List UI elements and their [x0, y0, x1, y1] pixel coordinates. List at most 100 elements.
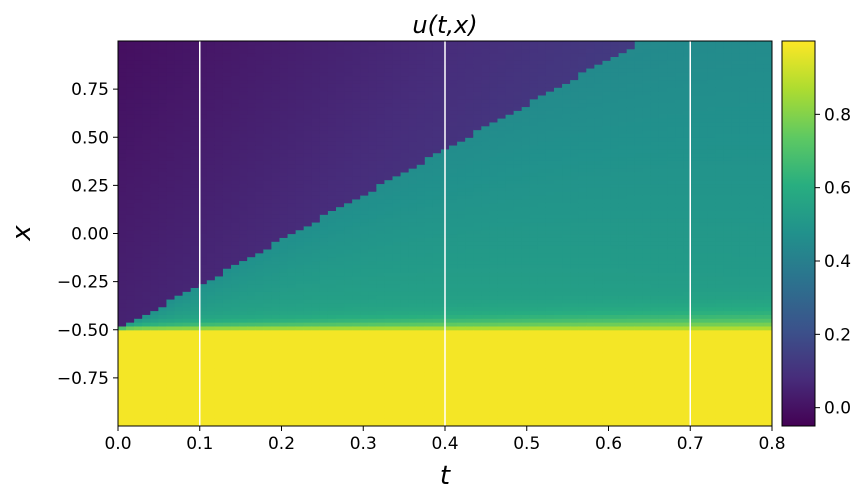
heatmap-cell — [513, 329, 523, 335]
heatmap-cell — [166, 387, 176, 392]
heatmap-cell — [473, 325, 482, 331]
heatmap-cell — [174, 221, 184, 227]
heatmap-cell — [327, 387, 337, 392]
heatmap-cell — [505, 256, 515, 262]
heatmap-cell — [287, 391, 297, 396]
heatmap-cell — [319, 360, 329, 365]
heatmap-cell — [465, 306, 474, 312]
heatmap-cell — [263, 414, 272, 419]
heatmap-cell — [505, 268, 515, 273]
heatmap-cell — [392, 218, 402, 223]
heatmap-cell — [505, 191, 515, 196]
heatmap-cell — [118, 248, 127, 254]
heatmap-cell — [465, 98, 474, 104]
heatmap-cell — [150, 83, 159, 88]
heatmap-cell — [295, 171, 305, 177]
heatmap-cell — [352, 302, 361, 308]
heatmap-cell — [432, 137, 442, 142]
heatmap-cell — [206, 144, 216, 150]
heatmap-cell — [206, 287, 216, 292]
heatmap-cell — [408, 164, 418, 169]
heatmap-cell — [271, 206, 281, 211]
heatmap-cell — [190, 310, 200, 315]
heatmap-cell — [190, 202, 200, 208]
heatmap-cell — [198, 272, 208, 277]
heatmap-cell — [327, 56, 337, 61]
heatmap-cell — [247, 133, 256, 138]
heatmap-cell — [416, 179, 426, 185]
heatmap-cell — [465, 352, 474, 358]
heatmap-cell — [303, 318, 313, 323]
heatmap-cell — [336, 333, 345, 339]
heatmap-cell — [134, 198, 143, 204]
heatmap-cell — [457, 352, 466, 358]
heatmap-cell — [166, 360, 176, 365]
heatmap-cell — [360, 198, 369, 204]
heatmap-cell — [384, 287, 394, 292]
heatmap-cell — [198, 183, 208, 188]
heatmap-cell — [287, 325, 297, 331]
heatmap-cell — [190, 241, 200, 246]
heatmap-cell — [166, 164, 176, 169]
heatmap-cell — [360, 291, 369, 296]
heatmap-cell — [352, 160, 361, 165]
heatmap-cell — [247, 56, 256, 61]
heatmap-cell — [513, 87, 523, 92]
heatmap-cell — [311, 375, 321, 381]
heatmap-cell — [336, 110, 345, 115]
heatmap-cell — [271, 152, 281, 158]
heatmap-cell — [255, 268, 264, 273]
heatmap-cell — [255, 64, 264, 69]
heatmap-cell — [513, 148, 523, 154]
heatmap-cell — [158, 248, 168, 254]
heatmap-cell — [247, 333, 256, 339]
heatmap-cell — [400, 179, 410, 185]
heatmap-cell — [336, 383, 345, 389]
heatmap-cell — [368, 225, 377, 231]
heatmap-cell — [376, 275, 386, 281]
heatmap-cell — [118, 229, 127, 235]
heatmap-cell — [263, 260, 272, 265]
heatmap-cell — [134, 144, 143, 150]
heatmap-cell — [287, 402, 297, 408]
heatmap-cell — [392, 245, 402, 250]
heatmap-cell — [505, 275, 515, 281]
heatmap-cell — [432, 175, 442, 181]
heatmap-cell — [206, 241, 216, 246]
heatmap-cell — [489, 418, 499, 423]
heatmap-cell — [457, 125, 466, 131]
heatmap-cell — [150, 245, 159, 250]
heatmap-cell — [344, 125, 353, 131]
heatmap-cell — [344, 164, 353, 169]
heatmap-cell — [142, 375, 151, 381]
heatmap-cell — [360, 121, 369, 127]
heatmap-cell — [182, 399, 192, 404]
heatmap-cell — [513, 91, 523, 96]
heatmap-cell — [416, 422, 426, 426]
heatmap-cell — [449, 79, 458, 84]
heatmap-cell — [360, 406, 369, 412]
heatmap-cell — [118, 225, 127, 231]
heatmap-cell — [295, 98, 305, 104]
heatmap-cell — [239, 237, 248, 242]
heatmap-cell — [182, 75, 192, 81]
heatmap-cell — [424, 129, 434, 134]
heatmap-cell — [198, 379, 208, 385]
heatmap-cell — [457, 44, 466, 50]
heatmap-cell — [190, 152, 200, 158]
heatmap-cell — [384, 291, 394, 296]
heatmap-cell — [150, 399, 159, 404]
heatmap-cell — [368, 379, 377, 385]
heatmap-cell — [279, 287, 289, 292]
heatmap-cell — [134, 44, 143, 50]
heatmap-cell — [400, 102, 410, 108]
heatmap-cell — [158, 229, 168, 235]
heatmap-cell — [311, 164, 321, 169]
heatmap-cell — [368, 283, 377, 288]
heatmap-cell — [231, 160, 240, 165]
heatmap-cell — [473, 79, 482, 84]
heatmap-cell — [271, 364, 281, 369]
heatmap-cell — [457, 341, 466, 346]
heatmap-cell — [449, 368, 458, 373]
heatmap-cell — [505, 314, 515, 319]
